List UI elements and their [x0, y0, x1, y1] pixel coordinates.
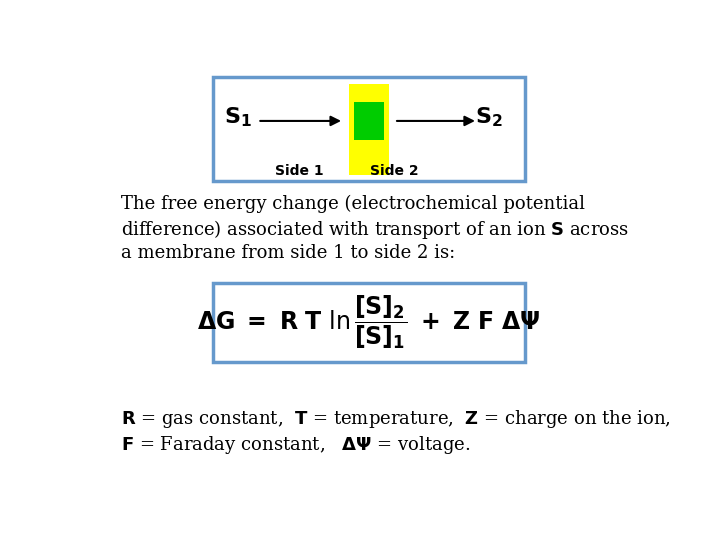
- Bar: [213, 77, 526, 181]
- Text: difference) associated with transport of an ion $\mathbf{S}$ across: difference) associated with transport of…: [121, 218, 629, 240]
- Text: a membrane from side 1 to side 2 is:: a membrane from side 1 to side 2 is:: [121, 244, 455, 262]
- Text: $\mathbf{S_2}$: $\mathbf{S_2}$: [475, 105, 503, 129]
- Text: The free energy change (electrochemical potential: The free energy change (electrochemical …: [121, 195, 585, 213]
- Text: $\mathbf{R}$ = gas constant,  $\mathbf{T}$ = temperature,  $\mathbf{Z}$ = charge: $\mathbf{R}$ = gas constant, $\mathbf{T}…: [121, 408, 670, 430]
- Text: $\mathbf{F}$ = Faraday constant,   $\mathbf{\Delta\Psi}$ = voltage.: $\mathbf{F}$ = Faraday constant, $\mathb…: [121, 434, 470, 456]
- Bar: [349, 84, 389, 175]
- Text: $\mathbf{S_1}$: $\mathbf{S_1}$: [224, 105, 252, 129]
- Text: Side 1: Side 1: [275, 164, 323, 178]
- Bar: [354, 102, 384, 140]
- Bar: [213, 283, 526, 362]
- Text: Side 2: Side 2: [370, 164, 418, 178]
- Text: $\mathbf{\Delta G\ =\ R\ T\ \ln\dfrac{[S]_2}{[S]_1}\ +\ Z\ F\ \Delta\Psi}$: $\mathbf{\Delta G\ =\ R\ T\ \ln\dfrac{[S…: [197, 294, 541, 352]
